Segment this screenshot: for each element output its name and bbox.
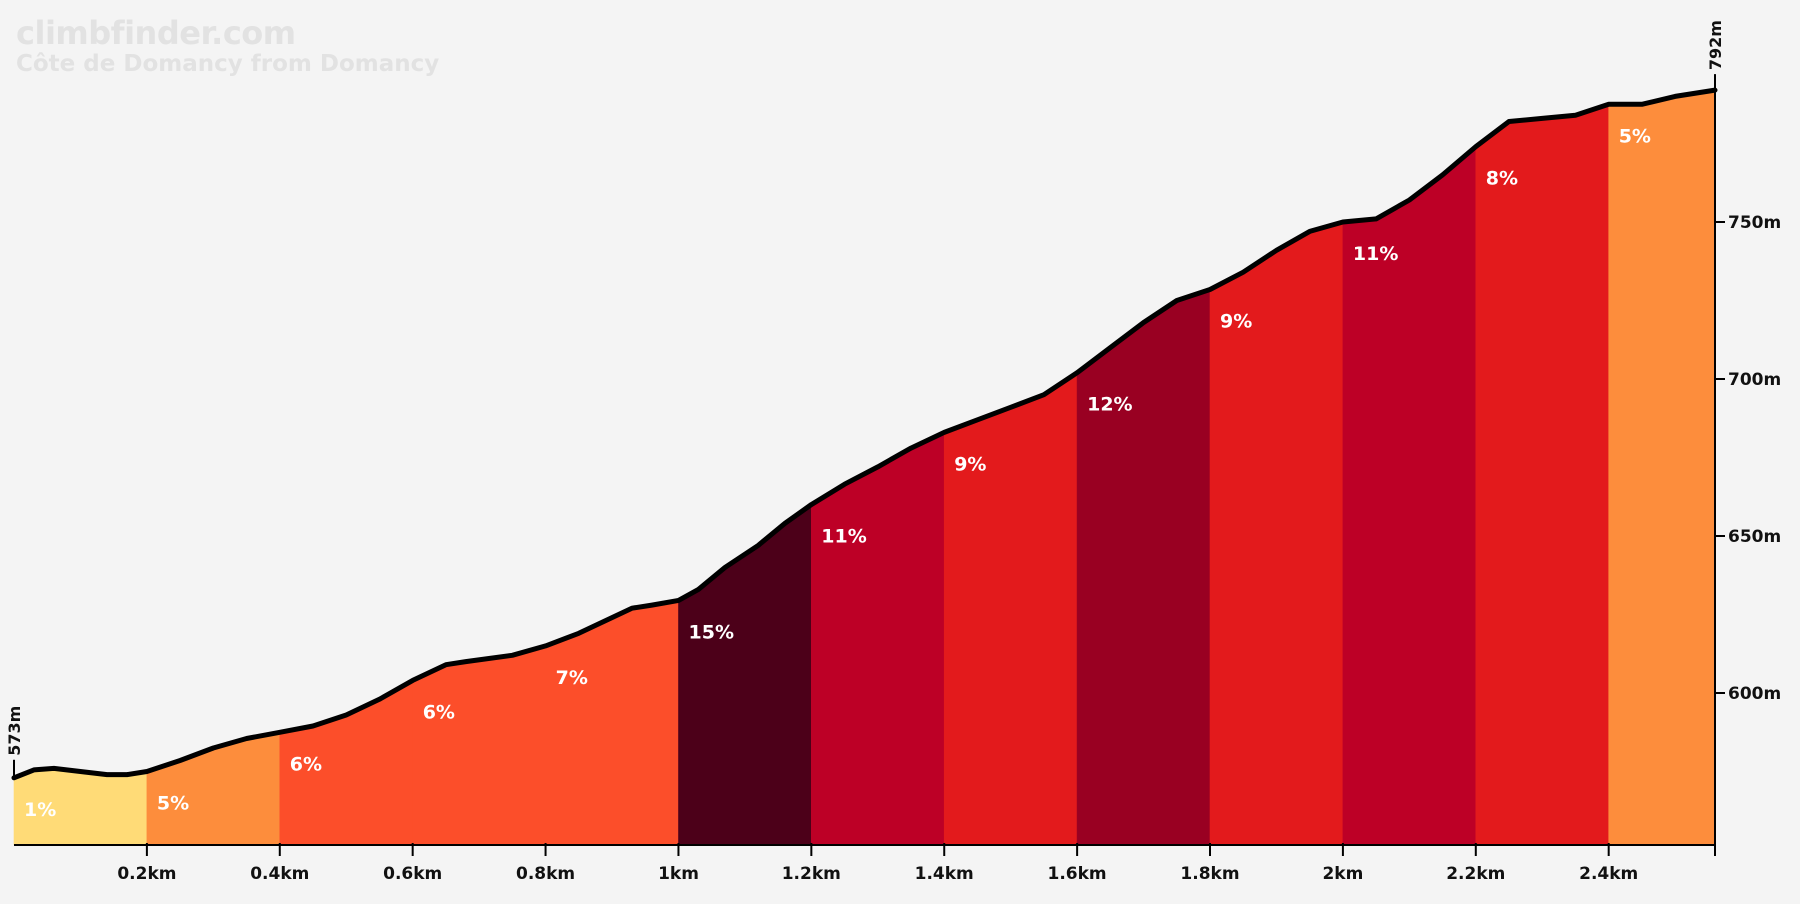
x-tick-label: 1.8km [1180,864,1239,884]
gradient-label: 9% [954,453,986,475]
y-tick-label: 700m [1728,370,1781,390]
gradient-segment [943,372,1078,846]
gradient-label: 9% [1220,311,1252,333]
x-tick-label: 0.8km [516,864,575,884]
gradient-label: 6% [423,701,455,723]
x-tick-label: 2km [1322,864,1363,884]
y-tick-label: 750m [1728,213,1781,233]
y-tick-label: 650m [1728,527,1781,547]
end-elevation-label: 792m [1706,20,1725,70]
x-tick-label: 1.4km [915,864,974,884]
x-tick-label: 0.2km [117,864,176,884]
site-watermark: climbfinder.com [16,14,296,52]
x-tick-label: 2.2km [1446,864,1505,884]
gradient-label: 8% [1486,168,1518,190]
gradient-segment [1076,289,1211,846]
gradient-label: 15% [689,621,734,643]
gradient-segment [1608,89,1716,846]
gradient-label: 5% [1619,125,1651,147]
x-tick-label: 1km [658,864,699,884]
x-tick-label: 0.6km [383,864,442,884]
x-tick-label: 1.2km [782,864,841,884]
gradient-label: 11% [1353,243,1398,265]
x-tick-label: 1.6km [1048,864,1107,884]
gradient-label: 11% [821,526,866,548]
gradient-segment [1475,103,1609,846]
y-tick-label: 600m [1728,684,1781,704]
gradient-label: 12% [1087,394,1132,416]
x-tick-label: 2.4km [1579,864,1638,884]
elevation-profile-line [11,87,1718,781]
gradient-label: 5% [157,793,189,815]
start-elevation-label: 573m [5,706,24,756]
x-tick-label: 0.4km [250,864,309,884]
gradient-label: 7% [556,667,588,689]
gradient-label: 6% [290,753,322,775]
gradient-label: 1% [24,799,56,821]
gradient-segment [412,645,546,846]
climb-name-watermark: Côte de Domancy from Domancy [16,51,440,77]
